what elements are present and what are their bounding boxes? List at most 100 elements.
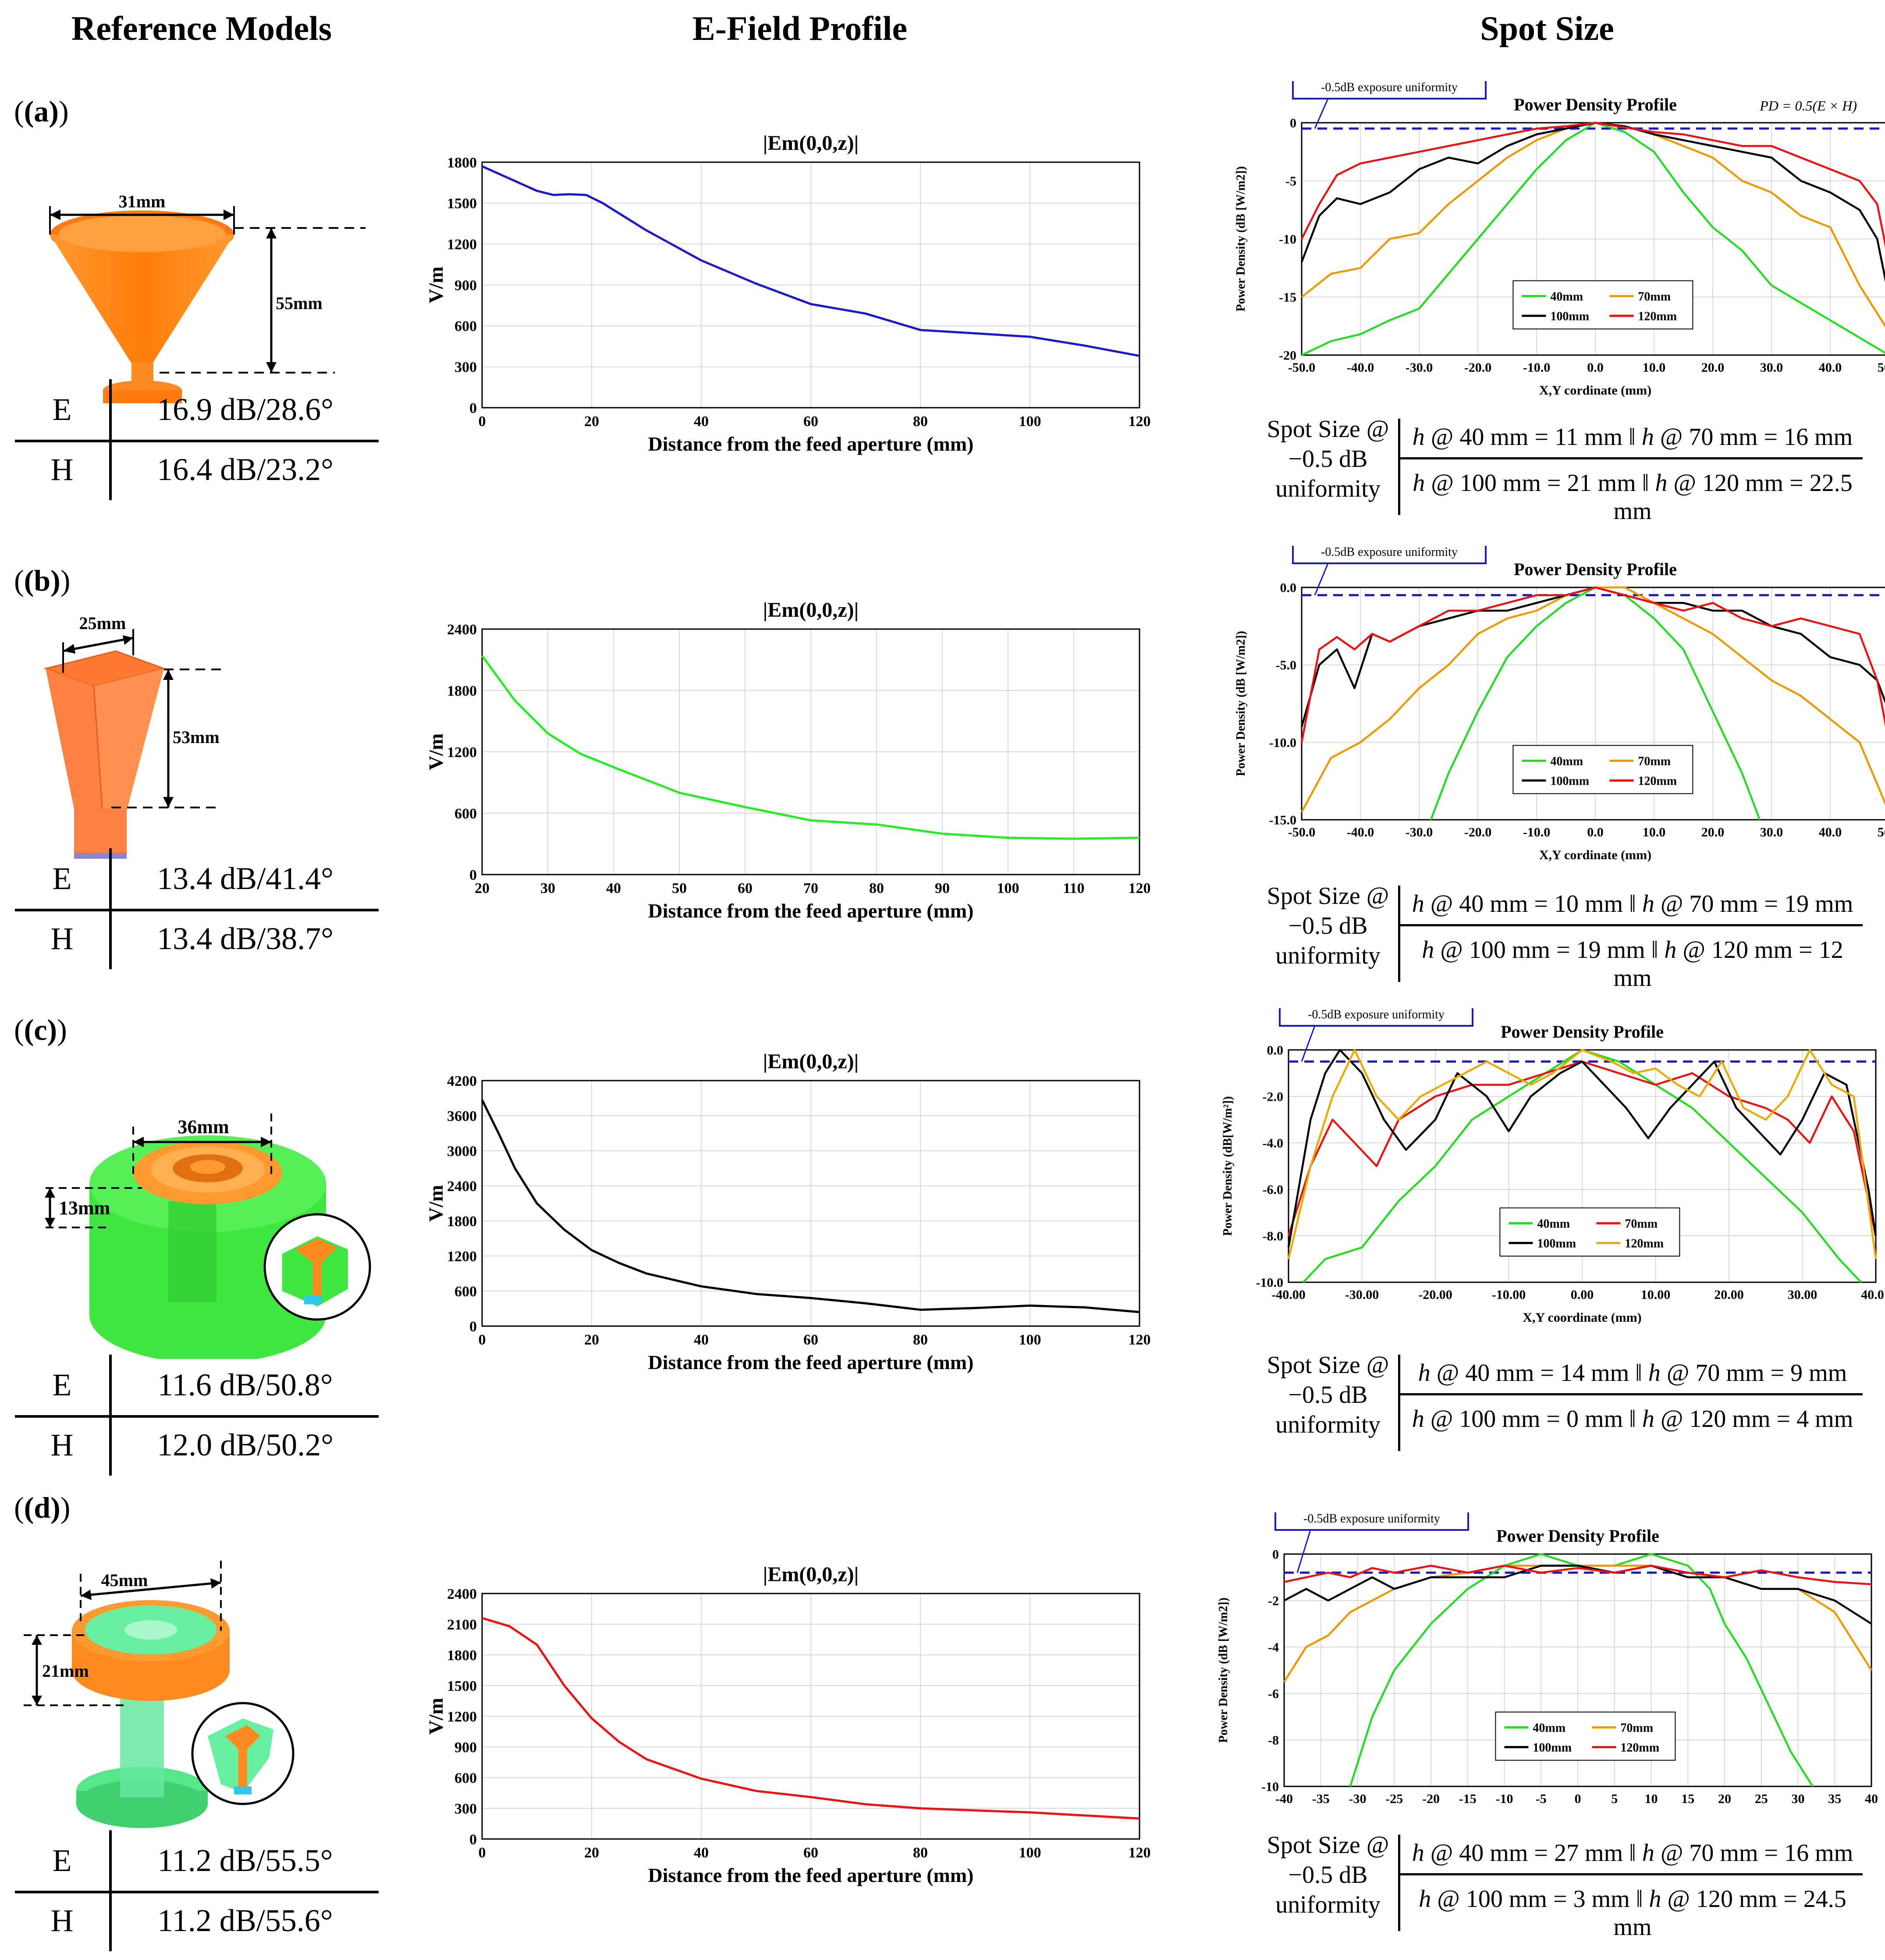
x-tick-label: 0 [479,1845,486,1861]
dim-label-width: 25mm [79,613,126,633]
x-tick-label: 50.0 [1878,825,1885,839]
x-tick-label: 120 [1129,1845,1151,1861]
y-tick-label: 600 [454,1770,477,1786]
y-tick-label: 0 [469,1319,477,1335]
x-tick-label: 10.0 [1643,825,1666,839]
x-tick-label: -40.0 [1347,825,1374,839]
lens-model-c: 36mm 13mm [45,1113,371,1359]
uniformity-pointer [1296,1530,1311,1573]
x-tick-label: -5 [1536,1792,1547,1806]
plot-frame [481,161,1140,409]
gain-table-b: E 13.4 dB/41.4° H 13.4 dB/38.7° [15,848,379,969]
x-tick-label: 20.00 [1714,1288,1744,1302]
dim-label-height: 53mm [173,727,220,747]
dim-arrowhead-left [133,1137,144,1147]
x-axis-label: X,Y cordinate (mm) [1539,383,1651,397]
gain-table-a: E 16.9 dB/28.6° H 16.4 dB/23.2° [15,379,379,500]
spot-size-c: Spot Size @ −0.5 dB uniformity h @ 40 mm… [1253,1350,1867,1455]
legend-entry: 70mm [1638,290,1671,303]
spot-size-label: Spot Size @ −0.5 dB uniformity [1267,1352,1389,1438]
spot-size-line-2: h @ 100 mm = 19 mm ‖ h @ 120 mm = 12 mm [1422,936,1843,992]
y-axis-label: V/m [425,267,447,303]
x-tick-label: -30.0 [1406,825,1433,839]
x-tick-label: 60 [803,413,818,430]
y-axis-label: Power Density (dB [W/m2]) [1234,631,1248,776]
x-tick-label: -40.0 [1347,360,1374,375]
spot-size-divider [1398,457,1863,459]
legend-entry: 120mm [1625,1237,1664,1250]
y-tick-label: 0.0 [1267,1043,1284,1058]
spot-size-separator [1398,1355,1400,1451]
y-tick-label: -2 [1268,1594,1279,1608]
series-line-100mm [1300,121,1885,283]
spot-size-label: Spot Size @ −0.5 dB uniformity [1267,882,1389,969]
x-tick-label: 60 [803,1332,818,1348]
uniformity-label: -0.5dB exposure uniformity [1321,546,1458,559]
horn-right-face [94,669,164,813]
dim-arrowhead-top [32,1635,42,1645]
dim-arrowhead-left [50,210,60,220]
x-tick-label: 90 [935,880,950,896]
y-axis-label: V/m [425,733,447,770]
horn-waveguide-base [74,853,127,859]
dim-label-height: 21mm [42,1661,89,1681]
spot-size-line-2: h @ 100 mm = 21 mm ‖ h @ 120 mm = 22.5 m… [1413,470,1853,525]
x-tick-label: 0 [479,1332,486,1348]
gain-h-value: 12.0 dB/50.2° [157,1427,334,1462]
legend-entry: 120mm [1638,309,1677,323]
inset-feed [234,1786,252,1794]
series-line-120mm [1287,1049,1877,1259]
dim-arrow-width [80,1581,221,1597]
y-tick-label: 2400 [447,622,477,638]
dim-label-height: 13mm [59,1197,110,1219]
horn-flange-side [103,390,182,403]
x-tick-label: -10.0 [1523,360,1551,375]
legend-entry: 100mm [1550,309,1589,323]
x-tick-label: -10.0 [1523,825,1551,839]
x-tick-label: 60 [738,880,753,896]
x-tick-label: 30.0 [1760,825,1783,839]
y-tick-label: 1800 [447,155,477,171]
x-tick-label: -20 [1422,1792,1440,1806]
x-tick-label: 0.0 [1587,825,1604,839]
row-letter: ((d)) [14,1491,71,1524]
spot-size-line-1: h @ 40 mm = 10 mm ‖ h @ 70 mm = 19 mm [1412,890,1853,918]
x-tick-label: 110 [1063,880,1084,896]
x-tick-label: 20 [584,413,599,430]
x-tick-label: 100 [997,880,1019,896]
x-tick-label: 80 [869,880,884,896]
gain-e-value: 11.2 dB/55.5° [157,1843,333,1878]
x-tick-label: 30 [540,880,555,896]
spot-size-line-1: h @ 40 mm = 14 mm ‖ h @ 70 mm = 9 mm [1418,1359,1847,1387]
x-tick-label: -20.0 [1464,360,1492,375]
x-tick-label: 0.00 [1571,1288,1594,1302]
y-tick-label: 0 [1272,1547,1279,1562]
uniformity-pointer [1301,1025,1316,1062]
legend-entry: 40mm [1550,290,1583,303]
legend-box [1499,1207,1680,1257]
inset-feed [304,1295,322,1304]
dim-arrowhead-bottom [266,362,277,373]
efield-chart-b: 20 30 40 50 60 70 80 90 100 110 120060012001800240… [425,598,1151,922]
gain-e-label: E [52,392,72,427]
y-tick-label: 1200 [447,744,477,761]
y-tick-label: -10.0 [1256,1276,1284,1290]
legend-entry: 70mm [1625,1217,1658,1231]
y-tick-label: -5.0 [1276,658,1297,672]
legend-entry: 40mm [1537,1217,1570,1231]
gain-e-value: 16.9 dB/28.6° [157,392,334,427]
row-letter: ((a)) [14,95,69,128]
x-axis-label: Distance from the feed aperture (mm) [648,900,973,922]
gain-h-value: 13.4 dB/38.7° [157,921,334,956]
gain-divider [15,1415,379,1418]
power-density-chart-a: -50.0 -40.0 -30.0 -20.0 -10.0 0.0 10.0 20.0 30.0… [1234,81,1885,397]
chart-title: Power Density Profile [1496,1526,1659,1546]
y-axis-label: Power Density (dB [W/m2]) [1217,1597,1230,1743]
dim-label-width: 45mm [101,1570,148,1590]
gain-divider [15,909,379,911]
y-tick-label: 4200 [447,1073,477,1089]
efield-chart-d: 0 20 40 60 80 100 1200300600900120015001800210… [425,1563,1151,1886]
x-tick-label: -30.00 [1345,1288,1379,1302]
gain-h-label: H [50,452,74,487]
series-line--em-0-0-z- [481,1099,1140,1313]
